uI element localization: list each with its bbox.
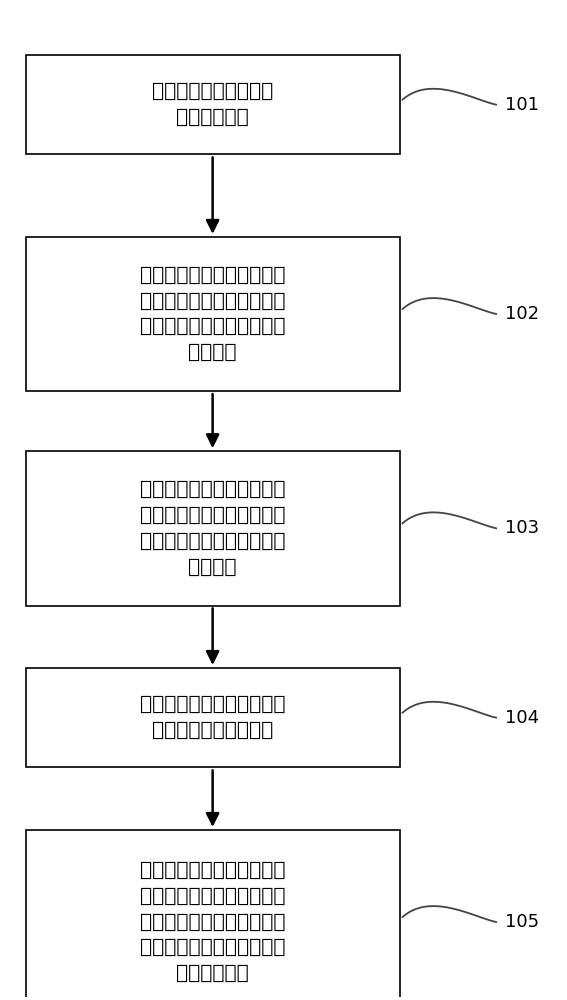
FancyBboxPatch shape [26,55,400,154]
Text: 测量干扰源频谱、干扰源设
备阻抗、干扰源负载阻抗、
敏感设备阻抗以及敏感设备
负载阻抗: 测量干扰源频谱、干扰源设 备阻抗、干扰源负载阻抗、 敏感设备阻抗以及敏感设备 负… [140,266,285,362]
FancyBboxPatch shape [26,830,400,1000]
Text: 101: 101 [505,96,539,114]
FancyBboxPatch shape [26,668,400,767]
Text: 确定串扰系统中的干扰
源和敏感设备: 确定串扰系统中的干扰 源和敏感设备 [152,82,273,127]
Text: 103: 103 [505,519,539,537]
Text: 测量串扰线束在不同频率下
的短路和开路输入阻抗，并
计算串扰线束的频变自参数
与互参数: 测量串扰线束在不同频率下 的短路和开路输入阻抗，并 计算串扰线束的频变自参数 与… [140,480,285,576]
Text: 102: 102 [505,305,539,323]
FancyBboxPatch shape [26,451,400,606]
Text: 104: 104 [505,709,539,727]
FancyBboxPatch shape [26,237,400,391]
Text: 利用测量得到的干扰源频谱
、各设备及其负载阻抗，以
及计算得到的串扰线束频变
参数，通过串扰频域表达式
求得串扰频谱: 利用测量得到的干扰源频谱 、各设备及其负载阻抗，以 及计算得到的串扰线束频变 参… [140,861,285,983]
Text: 建立线束间串扰的频域模型
，求解串扰频域表达式: 建立线束间串扰的频域模型 ，求解串扰频域表达式 [140,695,285,740]
Text: 105: 105 [505,913,539,931]
